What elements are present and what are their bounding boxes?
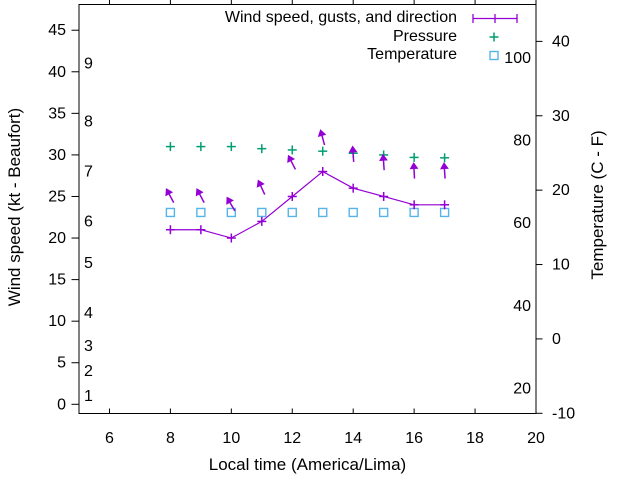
- temperature-legend-marker: [457, 46, 530, 65]
- gust-direction-arrow-head: [440, 162, 449, 170]
- gust-direction-arrow-head: [165, 188, 174, 197]
- legend-row-pressure: Pressure: [0, 28, 530, 47]
- c-tick-label: 20: [552, 182, 570, 199]
- kt-tick-label: 10: [48, 313, 66, 330]
- x-tick-label: 8: [166, 430, 175, 447]
- temperature-marker: [257, 207, 267, 218]
- kt-tick-label: 15: [48, 272, 66, 289]
- wind-legend-marker: [457, 9, 530, 28]
- beaufort-label: 9: [84, 55, 93, 72]
- beaufort-label: 7: [84, 164, 93, 181]
- gust-direction-arrow-head: [379, 153, 388, 162]
- gust-direction-arrow-stem: [443, 168, 446, 179]
- temperature-marker: [196, 207, 206, 218]
- f-tick-label: 100: [504, 50, 531, 67]
- gust-direction-arrow-head: [226, 196, 234, 205]
- f-tick-label: 20: [513, 381, 531, 398]
- kt-tick-label: 45: [48, 22, 66, 39]
- x-tick-label: 16: [405, 430, 423, 447]
- kt-tick-label: 35: [48, 105, 66, 122]
- gust-direction-arrow-stem: [198, 193, 205, 204]
- gust-direction-arrow-stem: [229, 201, 236, 212]
- gust-direction-arrow-head: [348, 145, 358, 153]
- c-tick-label: 30: [552, 108, 570, 125]
- kt-tick-label: 5: [57, 355, 66, 372]
- gust-direction-arrow-stem: [382, 160, 385, 171]
- x-tick-label: 6: [105, 430, 114, 447]
- beaufort-label: 6: [84, 213, 93, 230]
- temperature-marker: [439, 207, 450, 218]
- beaufort-label: 3: [84, 338, 93, 355]
- gust-direction-arrow-head: [195, 188, 204, 197]
- gust-direction-arrow-stem: [352, 151, 355, 162]
- x-tick-label: 10: [222, 430, 240, 447]
- temperature-marker: [287, 207, 297, 218]
- gust-direction-arrow-stem: [413, 168, 416, 179]
- plot-border: [78, 4, 537, 414]
- gust-direction-arrow-head: [409, 162, 419, 170]
- legend: Wind speed, gusts, and direction Pressur…: [0, 9, 530, 65]
- wind-speed-line: [170, 170, 445, 239]
- gust-direction-arrow-head: [256, 179, 265, 188]
- f-tick-label: 60: [513, 215, 531, 232]
- f-tick-label: 40: [513, 298, 531, 315]
- gust-direction-arrow-stem: [321, 135, 326, 146]
- legend-row-wind: Wind speed, gusts, and direction: [0, 9, 530, 28]
- temperature-marker: [348, 207, 358, 218]
- legend-row-temperature: Temperature: [0, 46, 530, 65]
- beaufort-label: 4: [84, 305, 93, 322]
- temperature-marker: [378, 207, 389, 218]
- temperature-marker: [318, 207, 328, 218]
- x-tick-label: 14: [344, 430, 362, 447]
- temperature-marker: [409, 207, 419, 218]
- beaufort-label: 2: [84, 363, 93, 380]
- x-tick-label: 20: [527, 430, 545, 447]
- kt-tick-label: 25: [48, 188, 66, 205]
- x-tick-label: 18: [466, 430, 484, 447]
- gust-direction-arrow-stem: [290, 160, 297, 170]
- legend-label-pressure: Pressure: [392, 27, 457, 45]
- gust-direction-arrow-head: [317, 129, 327, 138]
- y-axis-left-label: Wind speed (kt - Beaufort): [5, 107, 24, 307]
- pressure-legend-marker: [457, 28, 530, 47]
- temperature-marker: [226, 207, 237, 218]
- legend-temperature-marker: [489, 50, 499, 61]
- temperature-marker: [165, 207, 176, 218]
- kt-tick-label: 0: [57, 396, 66, 413]
- x-tick-label: 12: [283, 430, 301, 447]
- kt-tick-label: 30: [48, 147, 66, 164]
- c-tick-label: -10: [552, 405, 575, 422]
- c-tick-label: 10: [552, 257, 570, 274]
- x-axis-label: Local time (America/Lima): [208, 455, 407, 474]
- c-tick-label: 40: [552, 33, 570, 50]
- kt-tick-label: 20: [48, 230, 66, 247]
- legend-label-temperature: Temperature: [367, 46, 457, 64]
- c-tick-label: 0: [552, 331, 561, 348]
- kt-tick-label: 40: [48, 64, 66, 81]
- gust-direction-arrow-stem: [168, 193, 175, 204]
- y-axis-right-label: Temperature (C - F): [588, 130, 607, 280]
- beaufort-label: 5: [84, 255, 93, 272]
- f-tick-label: 80: [513, 133, 531, 150]
- gust-direction-arrow-head: [287, 154, 296, 164]
- gust-direction-arrow-stem: [259, 185, 266, 195]
- beaufort-label: 1: [84, 388, 93, 405]
- legend-label-wind: Wind speed, gusts, and direction: [224, 9, 457, 27]
- beaufort-label: 8: [84, 114, 93, 131]
